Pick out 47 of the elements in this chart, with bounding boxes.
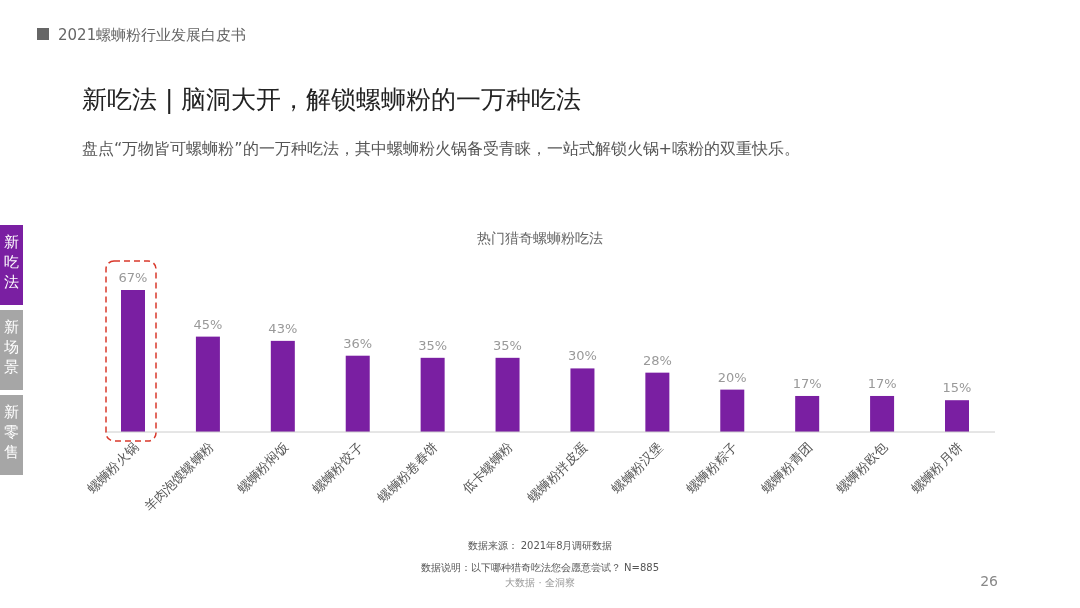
data-label: 17%	[867, 375, 897, 391]
text: 26	[980, 573, 999, 589]
data-label: 35%	[418, 337, 448, 353]
bar	[720, 389, 745, 432]
data-label: 28%	[642, 352, 672, 368]
x-tick-label: 低卡螺蛳粉	[459, 439, 516, 497]
x-tick-label: 螺蛳粉粽子	[683, 439, 741, 497]
data-label: 30%	[568, 348, 597, 364]
data-label: 67%	[118, 270, 148, 285]
x-tick-label: 螺蛳粉月饼	[908, 439, 966, 497]
bar	[870, 395, 895, 432]
chart-title: 新吃法 | 脑洞大开，解锁螺蛳粉的一万种吃法	[82, 85, 582, 114]
text: 新吃法	[4, 233, 19, 291]
text: 大数据 · 全洞察	[505, 577, 575, 588]
data-label: 43%	[268, 320, 298, 336]
text: 数据说明：以下哪种猎奇吃法您会愿意尝试？ N=885	[420, 562, 660, 573]
bar	[795, 395, 820, 432]
x-tick-label: 螺蛳粉火锅	[84, 439, 142, 497]
source-note: 数据来源： 2021年8月调研数据	[467, 540, 613, 551]
bar	[945, 400, 969, 432]
data-label: 35%	[493, 337, 522, 353]
x-tick-label: 螺蛳粉拌皮蛋	[524, 439, 591, 506]
text: 2021螺蛳粉行业发展白皮书	[58, 26, 247, 44]
bar	[270, 340, 295, 432]
x-tick-label: 螺蛳粉卷春饼	[375, 439, 441, 506]
x-tick-label: 螺蛳粉欧包	[833, 439, 891, 497]
text: 新场景	[3, 318, 19, 376]
x-tick-label: 螺蛳粉焖饭	[234, 439, 291, 497]
data-label: 45%	[193, 316, 223, 332]
data-label: 15%	[942, 380, 972, 396]
x-tick-label: 螺蛳粉汉堡	[608, 439, 666, 497]
bar	[495, 357, 520, 432]
data-label: 36%	[343, 335, 373, 351]
bar	[645, 372, 670, 432]
data-label: 20%	[717, 369, 747, 385]
bar	[345, 355, 370, 432]
x-tick-label: 螺蛳粉青团	[758, 439, 816, 497]
bar	[195, 336, 220, 432]
x-axis-title: 热门猎奇螺蛳粉吃法	[477, 230, 603, 246]
x-tick-label: 螺蛳粉饺子	[309, 439, 366, 497]
bar	[420, 357, 445, 432]
text: 新零售	[4, 403, 19, 461]
chart-subtitle: 盘点“万物皆可螺蛳粉”的一万种吃法，其中螺蛳粉火锅备受青睐，一站式解锁火锅+嗦粉的双重快乐。	[82, 139, 800, 158]
bar	[570, 368, 595, 432]
x-tick-label: 羊肉泡馍螺蛳粉	[141, 439, 217, 515]
bar	[121, 290, 145, 432]
data-label: 17%	[792, 375, 822, 391]
